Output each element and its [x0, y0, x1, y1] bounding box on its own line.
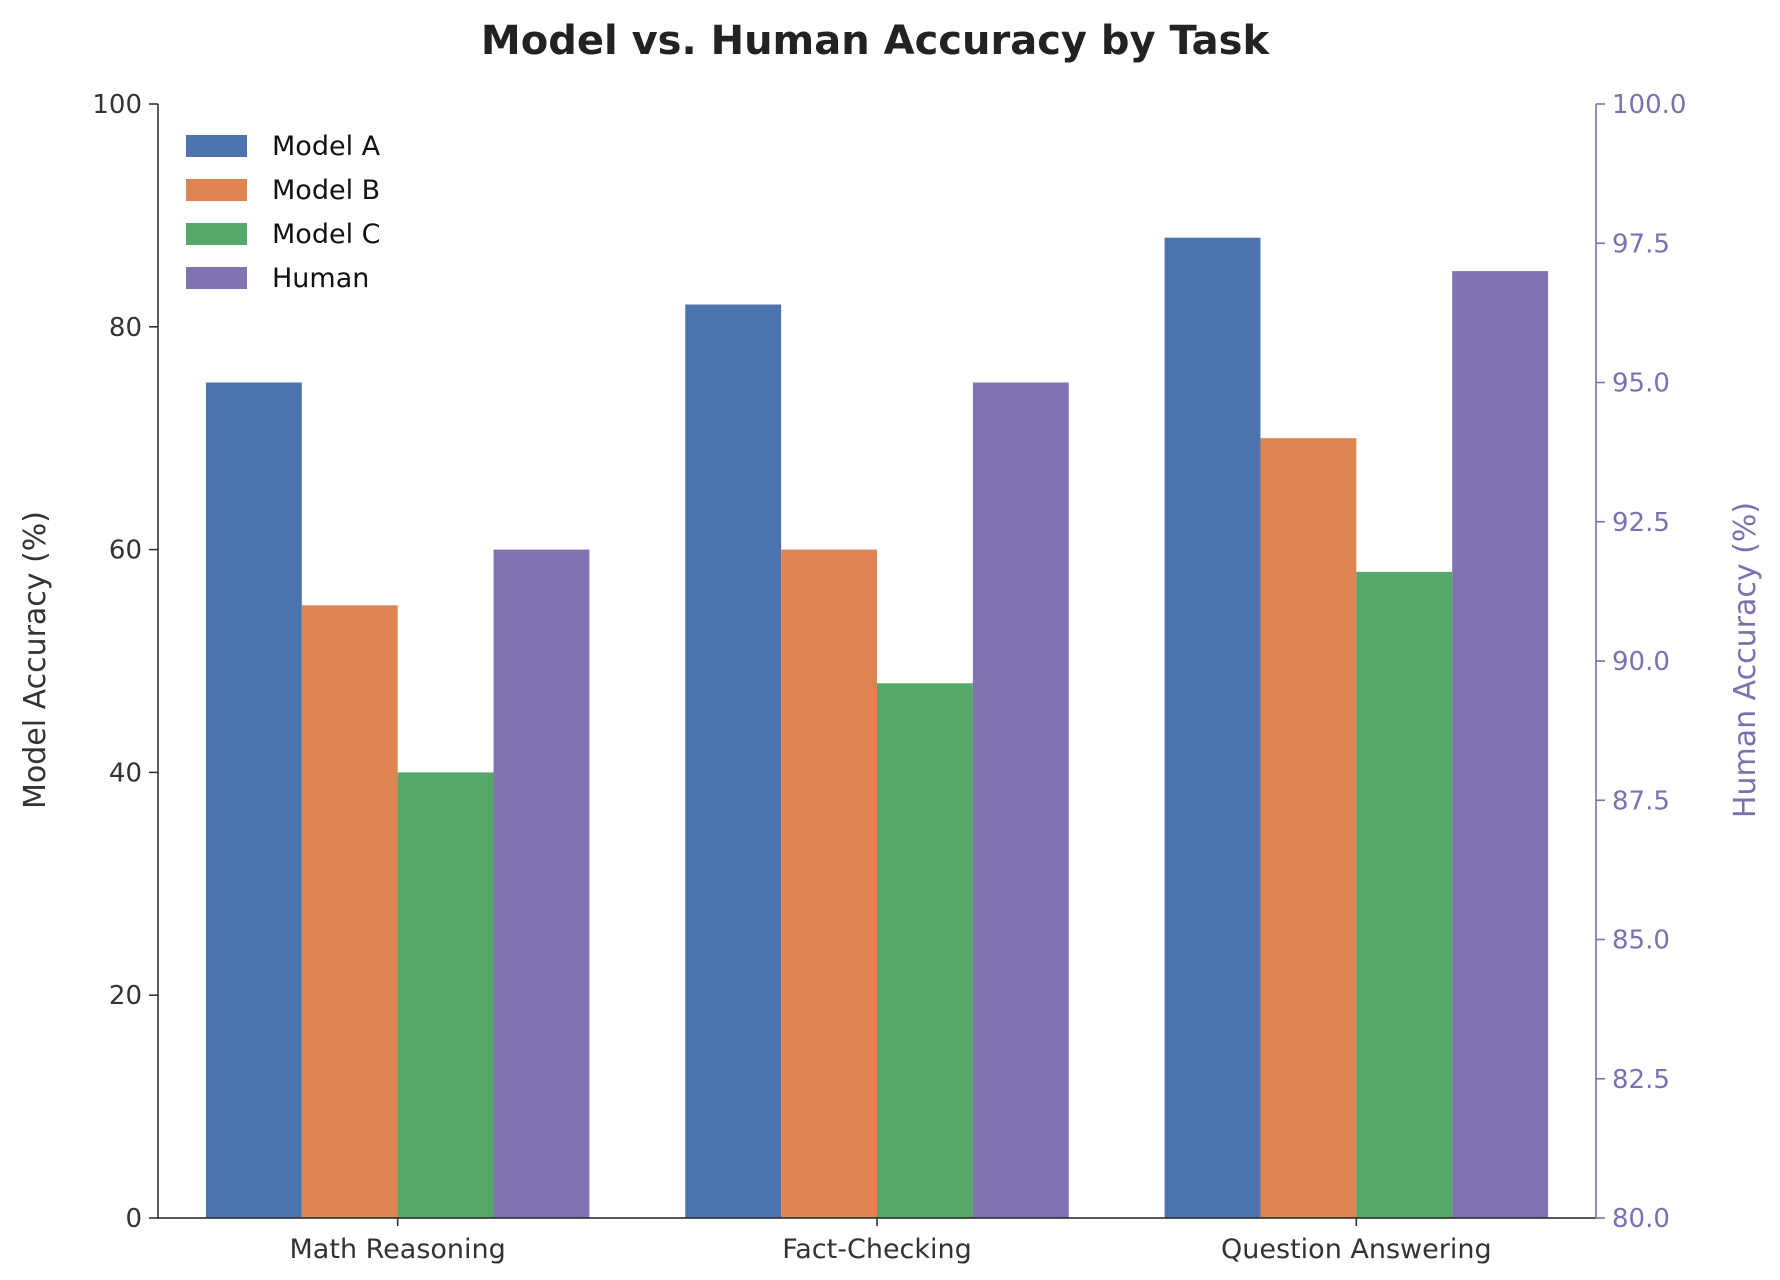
y2-tick-label: 92.5: [1612, 508, 1670, 538]
y2-tick-label: 100.0: [1612, 90, 1686, 120]
legend-label: Model B: [272, 175, 380, 206]
y-tick-label: 20: [109, 981, 142, 1011]
y2-tick-label: 95.0: [1612, 369, 1670, 399]
legend-swatch: [186, 223, 247, 245]
legend: Model A Model B Model C Human: [186, 131, 381, 294]
y2-axis-label: Human Accuracy (%): [1728, 502, 1763, 818]
x-tick-label: Fact-Checking: [782, 1234, 972, 1265]
y-tick-label: 100: [92, 90, 142, 120]
y-tick-label: 80: [109, 313, 142, 343]
bar-model-c-2: [877, 683, 973, 1218]
legend-swatch: [186, 135, 247, 157]
legend-label: Human: [272, 263, 369, 294]
y2-tick-label: 90.0: [1612, 647, 1670, 677]
bar-model-a-2: [685, 304, 782, 1218]
bar-model-b-2: [781, 549, 877, 1218]
y2-tick-label: 82.5: [1612, 1065, 1670, 1095]
axes-group: 0 20 40 60 80 100 80.0 82.5 85.0 87.5 90.0 92.5 95.0…: [92, 90, 1686, 1265]
bar-model-a-3: [1164, 237, 1261, 1218]
legend-swatch: [186, 179, 247, 201]
y2-tick-label: 85.0: [1612, 926, 1670, 956]
y-tick-label: 60: [109, 536, 142, 566]
bar-model-c-1: [397, 772, 494, 1218]
bar-human-2: [972, 382, 1069, 1218]
legend-swatch: [186, 267, 247, 289]
bar-human-3: [1452, 271, 1549, 1219]
y-tick-label: 40: [109, 758, 142, 788]
bar-model-b-3: [1260, 438, 1357, 1218]
y-axis-label: Model Accuracy (%): [18, 511, 53, 809]
y2-tick-label: 80.0: [1612, 1204, 1670, 1234]
y-tick-label: 0: [125, 1204, 142, 1234]
x-tick-label: Question Answering: [1221, 1234, 1492, 1265]
y2-tick-label: 97.5: [1612, 229, 1670, 259]
y2-tick-label: 87.5: [1612, 786, 1670, 816]
bar-model-a-1: [205, 382, 302, 1218]
x-tick-label: Math Reasoning: [290, 1234, 506, 1265]
legend-label: Model A: [272, 131, 381, 162]
bar-model-b-1: [301, 605, 398, 1218]
bars-group: [205, 237, 1549, 1219]
bar-model-c-3: [1356, 571, 1453, 1218]
bar-human-1: [493, 549, 590, 1218]
legend-label: Model C: [272, 219, 381, 250]
chart-title: Model vs. Human Accuracy by Task: [481, 18, 1271, 64]
